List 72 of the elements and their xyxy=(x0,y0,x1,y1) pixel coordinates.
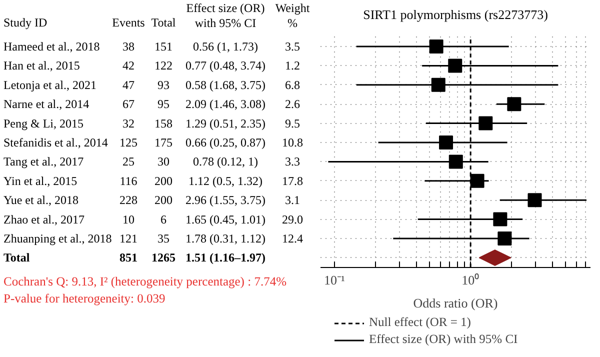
text: 30 xyxy=(158,154,170,169)
text: Zhuanping et al., 2018 xyxy=(4,232,112,246)
text: 93 xyxy=(158,78,170,92)
text: Yin et al., 2015 xyxy=(4,174,78,188)
text: 35 xyxy=(158,232,170,246)
text: Letonja et al., 2021 xyxy=(4,78,96,92)
text: 2.09 (1.46, 3.08) xyxy=(186,97,266,112)
text: 29.0 xyxy=(282,212,303,226)
text: 2.96 (1.55, 3.75) xyxy=(186,193,266,208)
text: Peng & Li, 2015 xyxy=(4,116,84,130)
text: 175 xyxy=(154,136,172,150)
text: 1.51 (1.16–1.97) xyxy=(186,250,266,265)
text: 158 xyxy=(154,116,172,130)
text: 0.56 (1, 1.73) xyxy=(193,40,258,54)
legend-label: Effect size (OR) with 95% CI xyxy=(369,332,518,347)
text: 200 xyxy=(154,193,172,208)
text: 25 xyxy=(122,154,134,169)
text: 67 xyxy=(122,97,134,112)
text: 10.8 xyxy=(282,136,303,150)
text: 3.1 xyxy=(285,193,300,208)
text: 47 xyxy=(122,78,134,92)
text: 125 xyxy=(120,136,138,150)
text: Han et al., 2015 xyxy=(4,58,80,73)
x-axis-title: Odds ratio (OR) xyxy=(413,296,498,310)
text: 1.12 (0.5, 1.32) xyxy=(188,174,263,188)
text: 2.6 xyxy=(285,97,300,112)
text: 1.78 (0.31, 1.12) xyxy=(186,232,266,246)
category-label: Weight % xyxy=(275,0,310,30)
text: 3.3 xyxy=(285,154,300,169)
category-label: Effect size (OR) with 95% CI xyxy=(186,0,265,30)
text: 32 xyxy=(122,116,134,130)
text: P-value for heterogeneity: 0.039 xyxy=(4,292,166,306)
x-tick-label: 10⁰ xyxy=(462,272,480,288)
x-tick-label: 10⁻¹ xyxy=(324,272,345,288)
text: 12.4 xyxy=(282,232,303,246)
text: Hameed et al., 2018 xyxy=(4,40,100,54)
text: 851 xyxy=(120,250,138,265)
text: 0.66 (0.25, 0.87) xyxy=(186,136,266,150)
text: 121 xyxy=(120,232,138,246)
text: Yue et al., 2018 xyxy=(4,193,78,208)
text: 10 xyxy=(122,212,134,226)
text: 1265 xyxy=(152,250,176,265)
text: Cochran's Q: 9.13, I² (heterogeneity percentage) : 7.74% xyxy=(4,274,286,288)
text: Stefanidis et al., 2014 xyxy=(4,136,108,150)
category-label: Events xyxy=(112,16,146,30)
text: 95 xyxy=(158,97,170,112)
text: 6 xyxy=(160,212,166,226)
text: 9.5 xyxy=(285,116,300,130)
category-label: Study ID xyxy=(4,16,48,30)
text: Total xyxy=(4,250,30,265)
text: 1.65 (0.45, 1.01) xyxy=(186,212,266,226)
text: Tang et al., 2017 xyxy=(4,154,84,169)
text: 122 xyxy=(154,58,172,73)
text: 200 xyxy=(154,174,172,188)
text: 151 xyxy=(154,40,172,54)
text: 0.58 (1.68, 3.75) xyxy=(186,78,266,92)
text: 38 xyxy=(122,40,134,54)
legend-label: Null effect (OR = 1) xyxy=(369,315,471,330)
chart-title: SIRT1 polymorphisms (rs2273773) xyxy=(363,7,548,22)
text: Narne et al., 2014 xyxy=(4,97,90,112)
category-label: Total xyxy=(151,16,176,30)
text: 1.29 (0.51, 2.35) xyxy=(186,116,266,130)
text: 1.2 xyxy=(285,58,300,73)
text: 42 xyxy=(122,58,134,73)
text: 0.78 (0.12, 1) xyxy=(193,154,258,169)
text: 0.77 (0.48, 3.74) xyxy=(186,58,266,73)
text: 17.8 xyxy=(282,174,303,188)
text: 228 xyxy=(120,193,138,208)
text: Zhao et al., 2017 xyxy=(4,212,84,226)
text: 116 xyxy=(120,174,138,188)
text: 6.8 xyxy=(285,78,300,92)
text: 3.5 xyxy=(285,40,300,54)
